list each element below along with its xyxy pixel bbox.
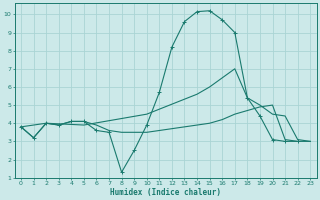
X-axis label: Humidex (Indice chaleur): Humidex (Indice chaleur)	[110, 188, 221, 197]
